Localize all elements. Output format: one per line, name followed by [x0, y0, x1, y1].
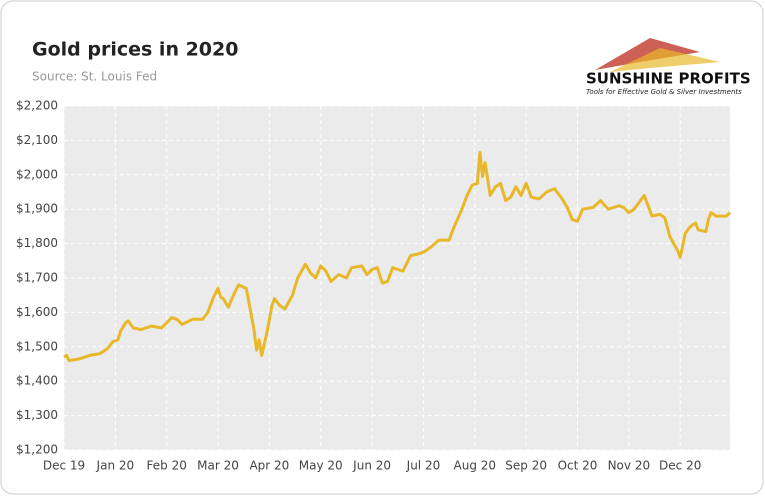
- x-tick-label: Nov 20: [608, 459, 651, 473]
- x-tick-label: Oct 20: [558, 459, 598, 473]
- x-tick-label: Dec 20: [659, 459, 701, 473]
- chart-title: Gold prices in 2020: [32, 39, 238, 61]
- x-tick-label: Feb 20: [147, 459, 187, 473]
- y-tick-label: $2,200: [16, 99, 58, 113]
- y-tick-label: $2,000: [16, 167, 58, 181]
- x-tick-label: Dec 19: [43, 459, 85, 473]
- logo: SUNSHINE PROFITS Tools for Effective Gol…: [586, 38, 751, 96]
- x-tick-label: Jan 20: [96, 459, 135, 473]
- logo-tagline: Tools for Effective Gold & Silver Invest…: [586, 88, 742, 96]
- x-tick-label: Mar 20: [197, 459, 239, 473]
- y-tick-label: $1,800: [16, 236, 58, 250]
- x-tick-label: Apr 20: [249, 459, 289, 473]
- y-tick-label: $1,700: [16, 271, 58, 285]
- x-tick-label: Jul 20: [406, 459, 441, 473]
- y-tick-label: $1,500: [16, 339, 58, 353]
- y-tick-label: $1,200: [16, 443, 58, 457]
- y-tick-label: $1,600: [16, 305, 58, 319]
- x-tick-label: Sep 20: [505, 459, 547, 473]
- y-tick-label: $1,300: [16, 408, 58, 422]
- logo-name: SUNSHINE PROFITS: [586, 70, 751, 88]
- y-tick-label: $1,400: [16, 374, 58, 388]
- x-tick-label: Aug 20: [454, 459, 497, 473]
- x-tick-label: May 20: [299, 459, 343, 473]
- y-tick-label: $1,900: [16, 202, 58, 216]
- price-line: [63, 150, 732, 363]
- y-tick-label: $2,100: [16, 133, 58, 147]
- logo-shape: [610, 48, 720, 72]
- x-tick-label: Jun 20: [352, 459, 391, 473]
- chart-subtitle: Source: St. Louis Fed: [32, 70, 157, 84]
